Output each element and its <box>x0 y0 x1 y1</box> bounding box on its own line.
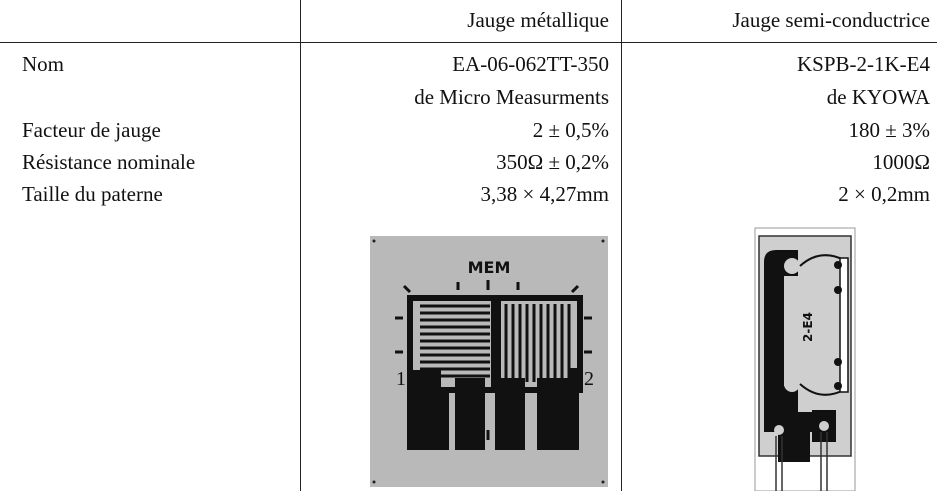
metal-gauge-image: MEM 1 2 <box>370 236 608 487</box>
column-header: Jauge métallique <box>467 8 609 32</box>
cell-value: de Micro Measurments <box>414 85 609 109</box>
semi-gauge-image: 2-E4 <box>754 227 856 491</box>
pad-label: 1 <box>396 368 406 390</box>
cell-value: 180 ± 3% <box>848 118 930 142</box>
cell-value: 2 × 0,2mm <box>838 182 930 206</box>
cell-value: 3,38 × 4,27mm <box>480 182 609 206</box>
cell-value: EA-06-062TT-350 <box>452 52 609 76</box>
cell-value: KSPB-2-1K-E4 <box>797 52 931 76</box>
cell-value: 350Ω ± 0,2% <box>496 150 609 174</box>
chip-label: 2-E4 <box>801 312 815 342</box>
row-label: Nom <box>22 52 64 76</box>
row-label: Facteur de jauge <box>22 118 161 142</box>
cell-value: 1000Ω <box>872 150 930 174</box>
column-header: Jauge semi-conductrice <box>732 8 930 32</box>
cell-value: 2 ± 0,5% <box>533 118 609 142</box>
logo: MEM <box>468 258 511 277</box>
row-label: Taille du paterne <box>22 182 163 206</box>
pad-label: 2 <box>584 368 594 390</box>
cell-value: de KYOWA <box>827 85 931 109</box>
row-label: Résistance nominale <box>22 150 195 174</box>
